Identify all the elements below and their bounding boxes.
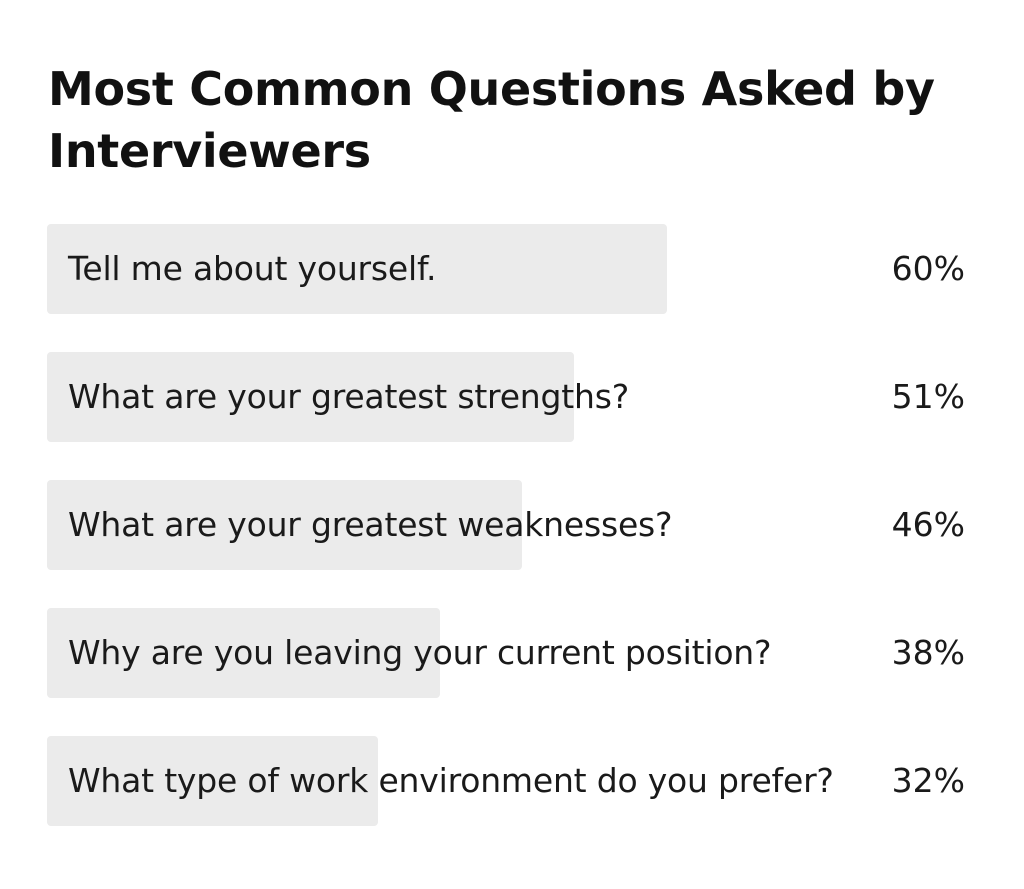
- bar-row: What are your greatest weaknesses? 46%: [47, 480, 965, 570]
- bar: [47, 736, 378, 826]
- percent-label: 51%: [891, 377, 965, 416]
- question-label: Why are you leaving your current positio…: [68, 633, 772, 672]
- percent-label: 46%: [891, 505, 965, 544]
- question-label: What are your greatest strengths?: [68, 377, 630, 416]
- bar: [47, 224, 667, 314]
- bar-row: What type of work environment do you pre…: [47, 736, 965, 826]
- question-label: What type of work environment do you pre…: [68, 761, 834, 800]
- bar: [47, 480, 522, 570]
- bar-row: Why are you leaving your current positio…: [47, 608, 965, 698]
- bar-row: Tell me about yourself. 60%: [47, 224, 965, 314]
- question-label: Tell me about yourself.: [68, 249, 437, 288]
- bar-row: What are your greatest strengths? 51%: [47, 352, 965, 442]
- bar: [47, 608, 440, 698]
- percent-label: 38%: [891, 633, 965, 672]
- bar: [47, 352, 574, 442]
- percent-label: 60%: [891, 249, 965, 288]
- chart-title: Most Common Questions Asked by Interview…: [48, 62, 935, 178]
- question-label: What are your greatest weaknesses?: [68, 505, 673, 544]
- percent-label: 32%: [891, 761, 965, 800]
